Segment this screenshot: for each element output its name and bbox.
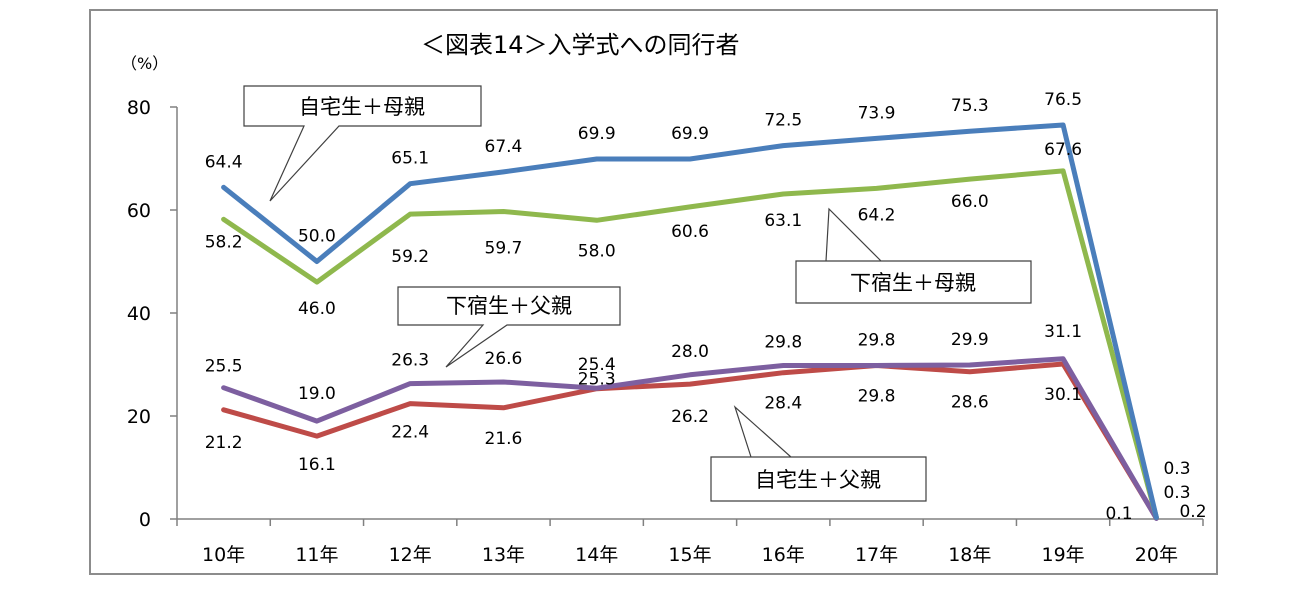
data-label: 25.3: [578, 370, 616, 390]
data-labels: 64.4 50.0 65.1 67.4 69.9 69.9 72.5 73.9 75.3 76.5…: [205, 90, 1207, 524]
series-line-2: [221, 356, 1159, 521]
callout-box: [710, 405, 927, 502]
x-tick-label: 19年: [1041, 544, 1084, 566]
data-label: 25.5: [205, 357, 243, 377]
line-chart: ＜図表14＞入学式への同行者 （%） 0 20 40 60 80 10年 11年 12年 13年…: [121, 31, 1207, 566]
data-label: 28.4: [764, 394, 802, 414]
x-tick-label: 12年: [389, 544, 432, 566]
data-label: 21.6: [485, 429, 523, 449]
data-label: 59.2: [391, 247, 429, 267]
series-callout-label: 下宿生＋母親: [850, 271, 976, 295]
series-callout-label: 自宅生＋母親: [299, 95, 425, 119]
data-label: 29.8: [858, 331, 896, 351]
data-label: 76.5: [1044, 90, 1082, 110]
data-label: 25.4: [578, 355, 616, 375]
series-callout-label: 自宅生＋父親: [755, 468, 881, 492]
data-label: 58.2: [205, 232, 243, 252]
data-label: 69.9: [671, 124, 709, 144]
data-label: 59.7: [485, 239, 523, 259]
chart-frame: ＜図表14＞入学式への同行者 （%） 0 20 40 60 80 10年 11年 12年 13年…: [89, 9, 1218, 575]
x-tick-label: 13年: [482, 544, 525, 566]
data-label: 31.1: [1044, 322, 1082, 342]
y-tick-label: 60: [127, 200, 151, 222]
data-label: 0.3: [1163, 459, 1190, 479]
data-label: 46.0: [298, 299, 336, 319]
data-label: 26.6: [485, 349, 523, 369]
data-label: 28.6: [951, 393, 989, 413]
x-tick-label: 18年: [948, 544, 991, 566]
series-line-1: [221, 168, 1159, 520]
data-label: 29.8: [764, 333, 802, 353]
y-tick-label: 80: [127, 97, 151, 119]
x-tick-label: 14年: [575, 544, 618, 566]
data-label: 60.6: [671, 222, 709, 242]
series-callout-label: 下宿生＋父親: [446, 294, 572, 318]
data-label: 64.4: [205, 152, 243, 172]
data-label: 58.0: [578, 241, 616, 261]
data-label: 50.0: [298, 227, 336, 247]
data-label: 69.9: [578, 124, 616, 144]
data-label: 67.6: [1044, 140, 1082, 160]
x-tick-label: 10年: [202, 544, 245, 566]
x-tick-label: 11年: [295, 544, 338, 566]
data-label: 75.3: [951, 96, 989, 116]
data-label: 21.2: [205, 433, 243, 453]
x-tick-label: 20年: [1135, 544, 1178, 566]
data-label: 26.2: [671, 407, 709, 427]
y-tick-label: 20: [127, 406, 151, 428]
data-label: 16.1: [298, 455, 336, 475]
data-label: 28.0: [671, 342, 709, 362]
callout-box: [397, 286, 621, 368]
data-label: 65.1: [391, 149, 429, 169]
data-label: 72.5: [764, 111, 802, 131]
data-label: 0.2: [1179, 502, 1206, 522]
data-label: 22.4: [391, 423, 429, 443]
chart-title: ＜図表14＞入学式への同行者: [421, 31, 740, 59]
series-lines: [221, 122, 1159, 521]
data-label: 66.0: [951, 192, 989, 212]
data-label: 73.9: [858, 103, 896, 123]
series-line-3: [221, 361, 1159, 521]
data-label: 0.3: [1163, 483, 1190, 503]
data-label: 26.3: [391, 351, 429, 371]
axes: 0 20 40 60 80 10年 11年 12年 13年 14年 15年 16年 17年 18年 19年 2…: [127, 97, 1204, 566]
data-label: 19.0: [298, 384, 336, 404]
data-label: 29.9: [951, 330, 989, 350]
y-axis-unit-label: （%）: [121, 54, 168, 73]
series-line-0: [221, 122, 1159, 520]
callout-box: [795, 207, 1032, 304]
data-label: 29.8: [858, 387, 896, 407]
x-tick-label: 16年: [762, 544, 805, 566]
data-label: 63.1: [764, 211, 802, 231]
callout-box: [243, 85, 482, 202]
x-tick-label: 15年: [668, 544, 711, 566]
y-tick-label: 0: [139, 509, 151, 531]
data-label: 67.4: [485, 137, 523, 157]
data-label: 64.2: [858, 205, 896, 225]
data-label: 30.1: [1044, 385, 1082, 405]
data-label: 0.1: [1105, 504, 1132, 524]
y-tick-label: 40: [127, 303, 151, 325]
x-tick-label: 17年: [855, 544, 898, 566]
